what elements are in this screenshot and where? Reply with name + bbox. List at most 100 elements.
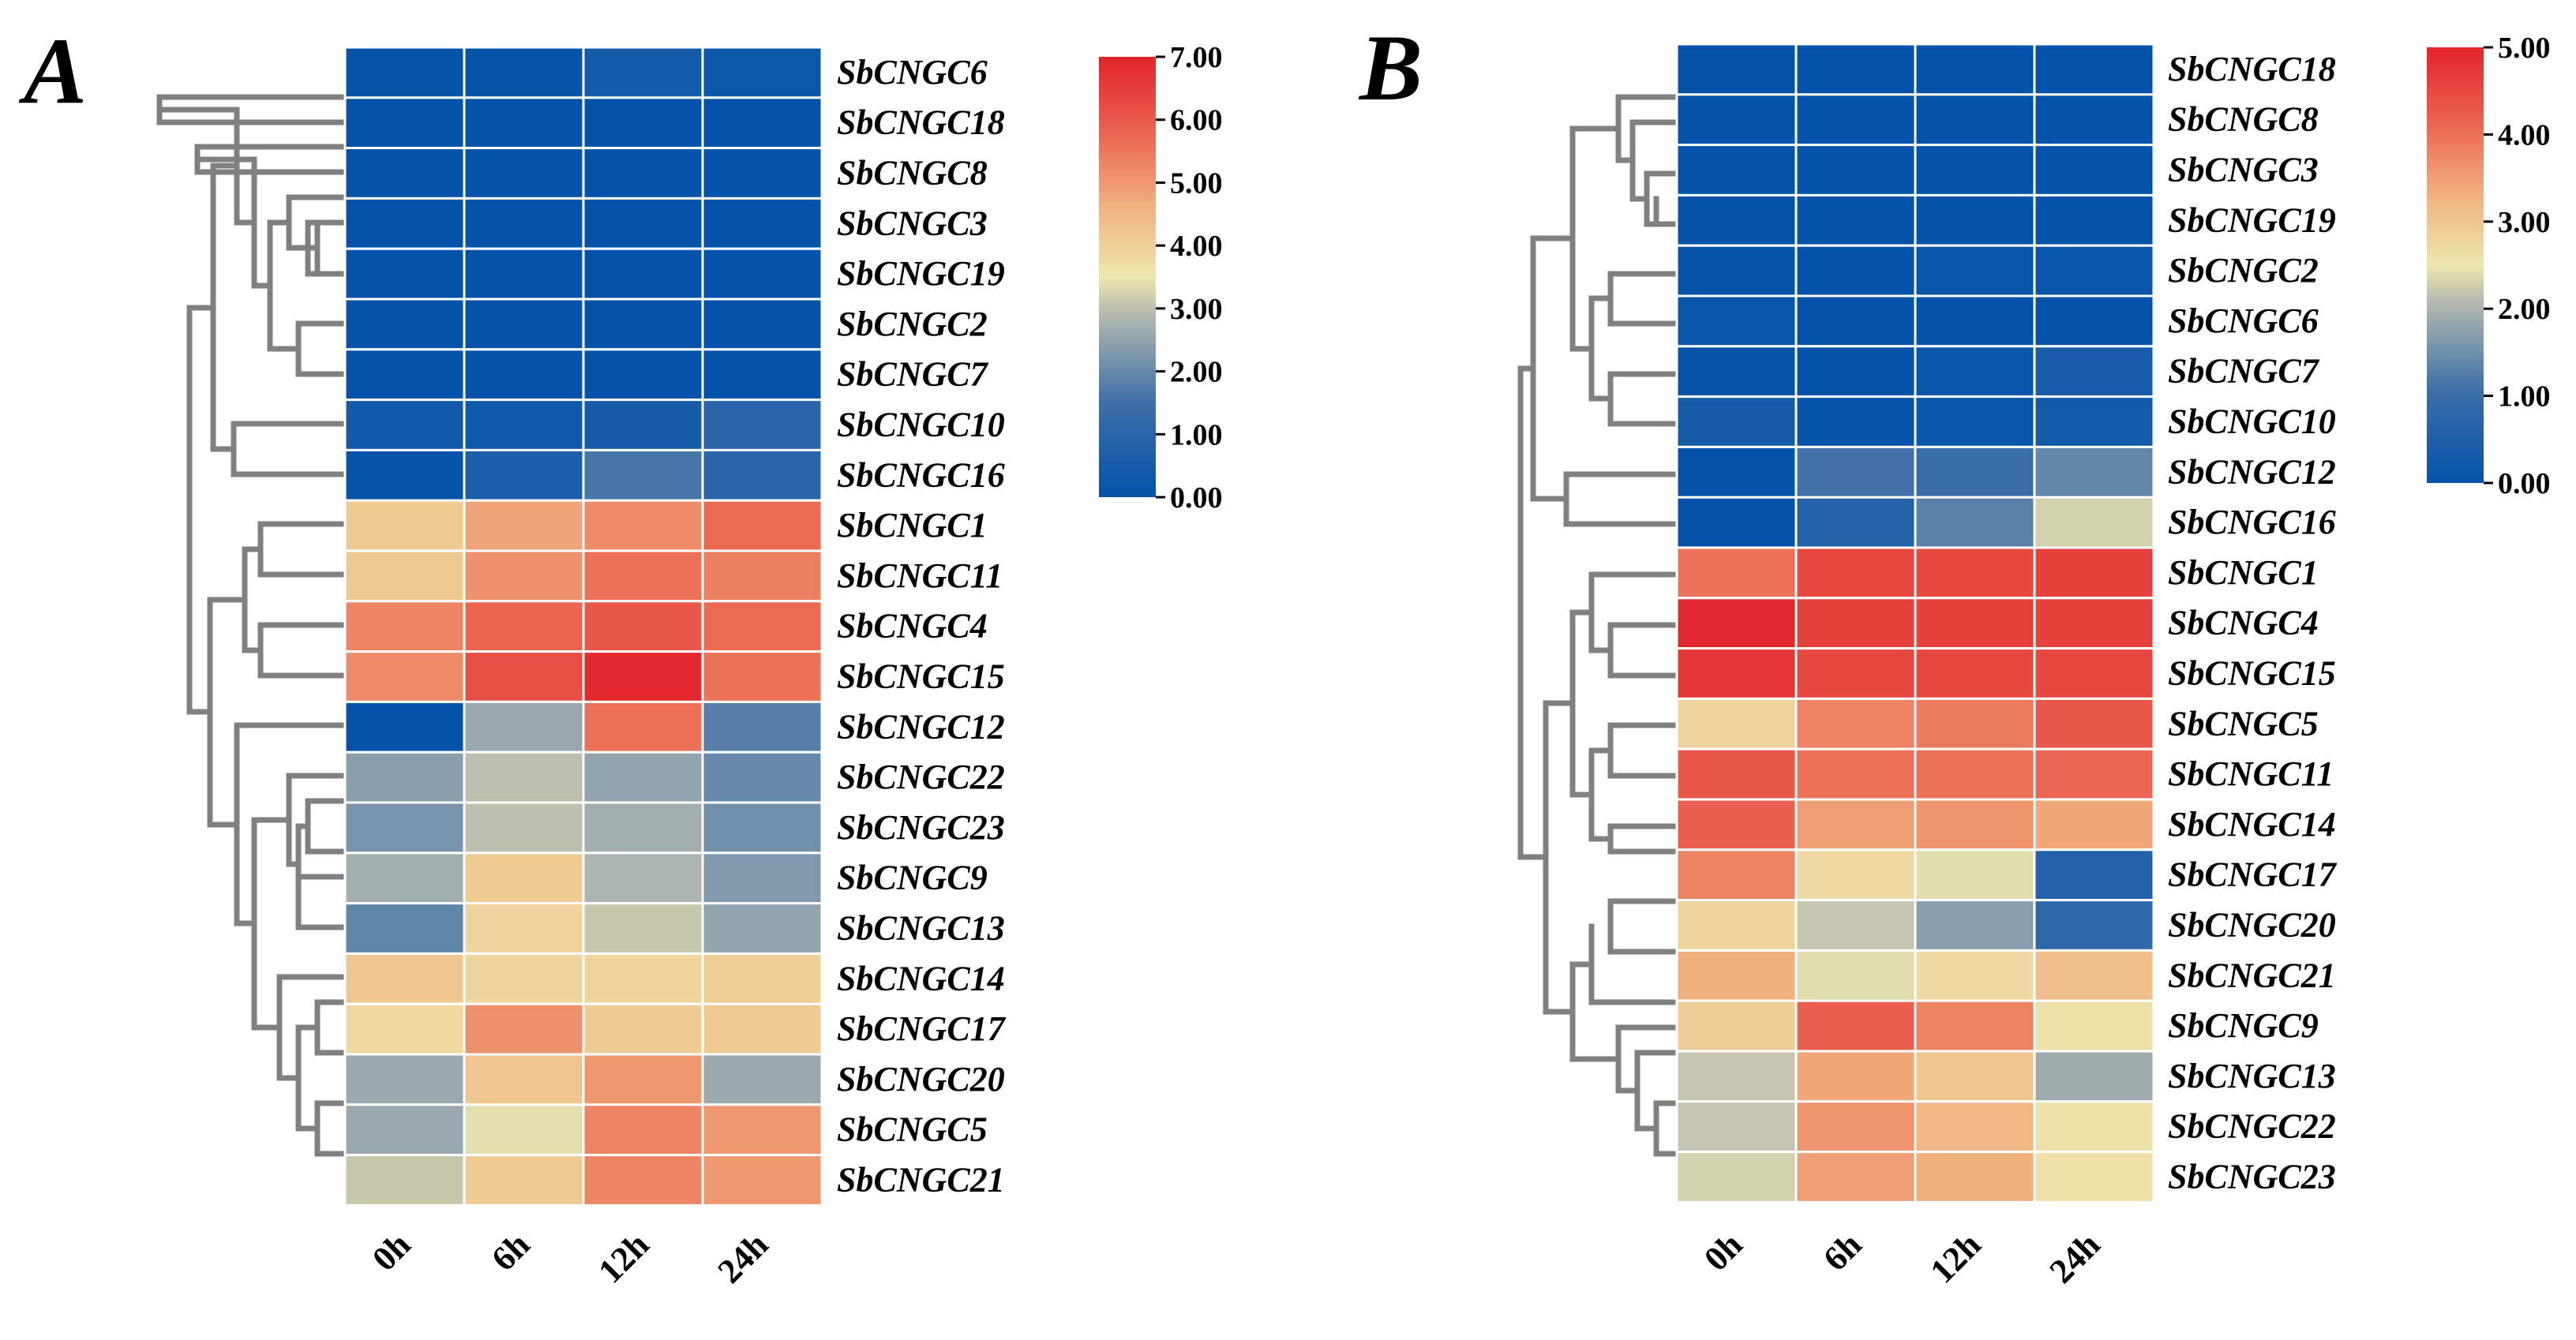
panel-b-label: B bbox=[1358, 15, 1423, 120]
heatmap-cell bbox=[582, 700, 704, 754]
heatmap-cell bbox=[343, 902, 466, 955]
row-label: SbCNGC6 bbox=[2168, 301, 2319, 340]
row-label: SbCNGC19 bbox=[2168, 200, 2336, 239]
column-label: 24h bbox=[710, 1225, 775, 1290]
heatmap-b-row-labels: SbCNGC18 SbCNGC8 SbCNGC3 SbCNGC19 SbCNGC2 SbC… bbox=[2168, 50, 2338, 1196]
heatmap-cell bbox=[343, 549, 466, 603]
heatmap-cell bbox=[1675, 395, 1798, 448]
row-label: SbCNGC9 bbox=[837, 859, 988, 897]
heatmap-cell bbox=[1914, 496, 2036, 549]
heatmap-cell bbox=[463, 247, 585, 301]
row-label: SbCNGC5 bbox=[837, 1110, 988, 1149]
heatmap-cell bbox=[701, 1154, 823, 1207]
heatmap-cell bbox=[701, 348, 823, 402]
colorbar-b-gradient bbox=[2427, 47, 2484, 483]
heatmap-cell bbox=[463, 600, 585, 653]
heatmap-cell bbox=[343, 700, 466, 754]
column-label: 6h bbox=[484, 1225, 538, 1278]
heatmap-cell bbox=[1794, 747, 1917, 801]
heatmap-cell bbox=[463, 650, 585, 703]
heatmap-cell bbox=[1914, 1100, 2036, 1154]
heatmap-cell bbox=[1794, 193, 1917, 247]
heatmap-cell bbox=[1914, 899, 2036, 952]
heatmap-cell bbox=[1794, 848, 1917, 902]
heatmap-cell bbox=[701, 801, 823, 855]
heatmap-cell bbox=[1794, 93, 1917, 147]
heatmap-cell bbox=[343, 247, 466, 301]
heatmap-b-column-labels: 0h 6h 12h 24h bbox=[1697, 1225, 2108, 1290]
colorbar-tick-label: 2.00 bbox=[2498, 293, 2551, 326]
row-label: SbCNGC9 bbox=[2168, 1006, 2319, 1045]
heatmap-cell bbox=[1914, 1151, 2036, 1203]
heatmap-cell bbox=[343, 46, 466, 99]
panel-b-dendrogram bbox=[1517, 94, 1680, 1157]
heatmap-cell bbox=[463, 801, 585, 855]
row-label: SbCNGC2 bbox=[837, 305, 988, 343]
heatmap-cell bbox=[582, 801, 704, 855]
heatmap-cell bbox=[701, 298, 823, 351]
heatmap-cell bbox=[701, 549, 823, 603]
heatmap-cell bbox=[701, 448, 823, 502]
heatmap-cell bbox=[463, 750, 585, 804]
row-label: SbCNGC15 bbox=[2168, 654, 2336, 693]
heatmap-cell bbox=[1675, 445, 1798, 499]
row-label: SbCNGC13 bbox=[2168, 1057, 2336, 1095]
heatmap-cell bbox=[2033, 747, 2155, 801]
colorbar-b: 0.00 1.00 2.00 3.00 4.00 5.00 bbox=[2427, 32, 2551, 500]
colorbar-tick-label: 2.00 bbox=[1170, 356, 1223, 389]
heatmap-cell bbox=[1914, 144, 2036, 197]
heatmap-cell bbox=[1794, 798, 1917, 852]
heatmap-cell bbox=[1675, 294, 1798, 348]
heatmap-cell bbox=[2033, 395, 2155, 448]
heatmap-cell bbox=[701, 1053, 823, 1106]
row-label: SbCNGC23 bbox=[837, 808, 1005, 847]
heatmap-cell bbox=[1794, 949, 1917, 1002]
heatmap-cell bbox=[343, 650, 466, 703]
heatmap-cell bbox=[1914, 546, 2036, 600]
row-label: SbCNGC17 bbox=[2168, 855, 2338, 894]
heatmap-cell bbox=[1675, 999, 1798, 1053]
heatmap-cell bbox=[463, 499, 585, 552]
heatmap-cell bbox=[701, 952, 823, 1005]
row-label: SbCNGC16 bbox=[2168, 503, 2336, 541]
column-label: 0h bbox=[365, 1225, 418, 1278]
row-label: SbCNGC20 bbox=[837, 1060, 1005, 1099]
heatmap-cell bbox=[582, 600, 704, 653]
heatmap-cell bbox=[343, 448, 466, 502]
heatmap-cell bbox=[701, 46, 823, 99]
heatmap-cell bbox=[343, 1053, 466, 1106]
heatmap-cell bbox=[1675, 1050, 1798, 1103]
column-label: 0h bbox=[1697, 1225, 1750, 1278]
heatmap-cell bbox=[1675, 345, 1798, 399]
heatmap-cell bbox=[2033, 647, 2155, 700]
heatmap-a-row-labels: SbCNGC6 SbCNGC18 SbCNGC8 SbCNGC3 SbCNGC19 SbC… bbox=[837, 53, 1007, 1200]
heatmap-cell bbox=[1675, 848, 1798, 902]
heatmap-cell bbox=[701, 499, 823, 552]
row-label: SbCNGC6 bbox=[837, 53, 988, 92]
heatmap-cell bbox=[701, 750, 823, 804]
row-label: SbCNGC18 bbox=[837, 103, 1005, 142]
heatmap-cell bbox=[2033, 1050, 2155, 1103]
colorbar-tick-label: 7.00 bbox=[1170, 41, 1223, 74]
heatmap-cell bbox=[1914, 697, 2036, 750]
row-label: SbCNGC11 bbox=[2168, 754, 2334, 793]
heatmap-cell bbox=[343, 1002, 466, 1056]
heatmap-cell bbox=[2033, 697, 2155, 750]
heatmap-cell bbox=[2033, 949, 2155, 1002]
row-label: SbCNGC8 bbox=[837, 154, 988, 193]
row-label: SbCNGC5 bbox=[2168, 704, 2319, 743]
row-label: SbCNGC2 bbox=[2168, 251, 2319, 290]
colorbar-b-ticks: 0.00 1.00 2.00 3.00 4.00 5.00 bbox=[2484, 32, 2551, 500]
heatmap-cell bbox=[2033, 43, 2155, 96]
heatmap-cell bbox=[1794, 445, 1917, 499]
row-label: SbCNGC8 bbox=[2168, 100, 2319, 139]
column-label: 12h bbox=[1922, 1225, 1988, 1290]
row-label: SbCNGC16 bbox=[837, 455, 1005, 494]
row-label: SbCNGC4 bbox=[2168, 604, 2319, 642]
heatmap-cell bbox=[1914, 647, 2036, 700]
heatmap-cell bbox=[701, 700, 823, 754]
heatmap-cell bbox=[1675, 697, 1798, 750]
heatmap-cell bbox=[2033, 546, 2155, 600]
heatmap-cell bbox=[1914, 747, 2036, 801]
heatmap-cell bbox=[582, 852, 704, 905]
